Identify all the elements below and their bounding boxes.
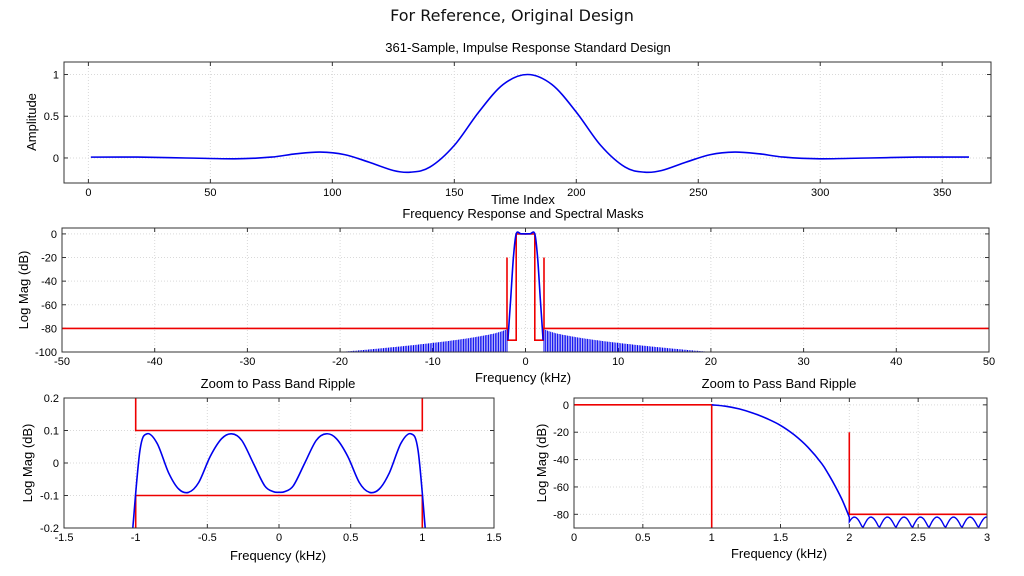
x-tick-label: 0.5	[343, 532, 358, 544]
x-tick-label: 50	[983, 356, 995, 368]
y-tick-label: -0.2	[40, 523, 59, 535]
x-tick-label: -1.5	[55, 532, 74, 544]
x-tick-label: 1	[709, 532, 715, 544]
xlabel-passband: Frequency (kHz)	[230, 548, 326, 563]
x-tick-label: -40	[147, 356, 163, 368]
y-tick-label: -20	[41, 253, 57, 265]
x-tick-label: 1	[419, 532, 425, 544]
plot-freq: -50 -40 -30 -20 -10 0 10 20 30 40 500-20-40-60-80-…	[35, 227, 995, 368]
x-tick-label: 20	[705, 356, 717, 368]
chart-title-impulse: 361-Sample, Impulse Response Standard De…	[385, 40, 670, 55]
x-tick-label: -30	[239, 356, 255, 368]
series-line-mask	[848, 432, 987, 516]
series-line-mask	[574, 403, 713, 528]
y-tick-label: -80	[553, 509, 569, 521]
series-line-response	[90, 73, 970, 174]
x-tick-label: 0	[276, 532, 282, 544]
x-tick-label: 1.5	[486, 532, 501, 544]
x-tick-label: 350	[933, 187, 951, 199]
x-tick-label: -10	[425, 356, 441, 368]
xlabel-impulse: Time Index	[491, 192, 555, 207]
x-tick-label: 100	[323, 187, 341, 199]
plot-frame	[63, 61, 992, 184]
ylabel-freq: Log Mag (dB)	[16, 251, 31, 330]
chart-title-freq: Frequency Response and Spectral Masks	[402, 206, 644, 221]
y-tick-label: -40	[553, 455, 569, 467]
chart-title-zoom2: Zoom to Pass Band Ripple	[702, 376, 857, 391]
xlabel-freq: Frequency (kHz)	[475, 370, 571, 385]
x-tick-label: 0.5	[635, 532, 650, 544]
series-line-response	[711, 404, 851, 518]
stopband-ripple	[848, 516, 987, 528]
x-tick-label: 250	[689, 187, 707, 199]
plot-zoom2: 0 0.5 1 1.5 2 2.5 3 0 -20 -40 -60 -80	[553, 397, 990, 544]
slide-title: For Reference, Original Design	[390, 6, 634, 25]
x-tick-label: 300	[811, 187, 829, 199]
y-tick-label: 1	[53, 70, 59, 82]
x-tick-label: 150	[445, 187, 463, 199]
y-tick-label: -20	[553, 427, 569, 439]
y-tick-label: -0.1	[40, 491, 59, 503]
y-tick-label: 0	[563, 400, 569, 412]
x-tick-label: -1	[131, 532, 141, 544]
series-group	[90, 73, 970, 174]
y-tick-label: 0	[51, 229, 57, 241]
ylabel-passband: Log Mag (dB)	[20, 424, 35, 503]
y-tick-label: 0.5	[44, 111, 59, 123]
y-tick-label: 0	[53, 153, 59, 165]
chart-title-passband: Zoom to Pass Band Ripple	[201, 376, 356, 391]
x-tick-label: 0	[522, 356, 528, 368]
plot-impulse: 0 50 100 150 200 250 300 350 0 0.5 1	[44, 61, 992, 199]
x-tick-label: 0	[85, 187, 91, 199]
series-line-response	[132, 432, 426, 528]
series-group	[62, 231, 989, 352]
x-tick-label: -0.5	[198, 532, 217, 544]
series-line-mask	[134, 398, 424, 432]
x-tick-label: 200	[567, 187, 585, 199]
y-tick-label: -60	[553, 482, 569, 494]
x-tick-label: 1.5	[773, 532, 788, 544]
xlabel-zoom2: Frequency (kHz)	[731, 546, 827, 561]
plot-frame	[61, 227, 990, 353]
y-tick-label: 0	[53, 458, 59, 470]
ylabel-impulse: Amplitude	[24, 93, 39, 151]
series-group	[574, 403, 987, 528]
y-tick-label: -60	[41, 300, 57, 312]
sidelobe-spectrum	[341, 328, 710, 352]
x-tick-label: 0	[571, 532, 577, 544]
series-line-mask	[134, 494, 424, 528]
y-tick-label: 0.2	[44, 393, 59, 405]
series-line-response	[507, 231, 544, 341]
x-tick-label: -20	[332, 356, 348, 368]
x-tick-label: -50	[54, 356, 70, 368]
x-tick-label: 2	[846, 532, 852, 544]
x-tick-label: 10	[612, 356, 624, 368]
plot-frame	[573, 397, 988, 529]
x-tick-label: 40	[890, 356, 902, 368]
plot-frame	[63, 397, 495, 529]
x-tick-label: 3	[984, 532, 990, 544]
y-tick-label: -100	[35, 347, 57, 359]
y-tick-label: -40	[41, 276, 57, 288]
series-group	[132, 398, 426, 528]
ylabel-zoom2: Log Mag (dB)	[534, 424, 549, 503]
y-tick-label: -80	[41, 323, 57, 335]
x-tick-label: 30	[797, 356, 809, 368]
y-tick-label: 0.1	[44, 426, 59, 438]
x-tick-label: 2.5	[911, 532, 926, 544]
plot-passband: -1.5 -1 -0.5 0 0.5 1 1.5 0.2 0.1 0 -0.1 -0.2	[40, 393, 502, 544]
x-tick-label: 50	[204, 187, 216, 199]
